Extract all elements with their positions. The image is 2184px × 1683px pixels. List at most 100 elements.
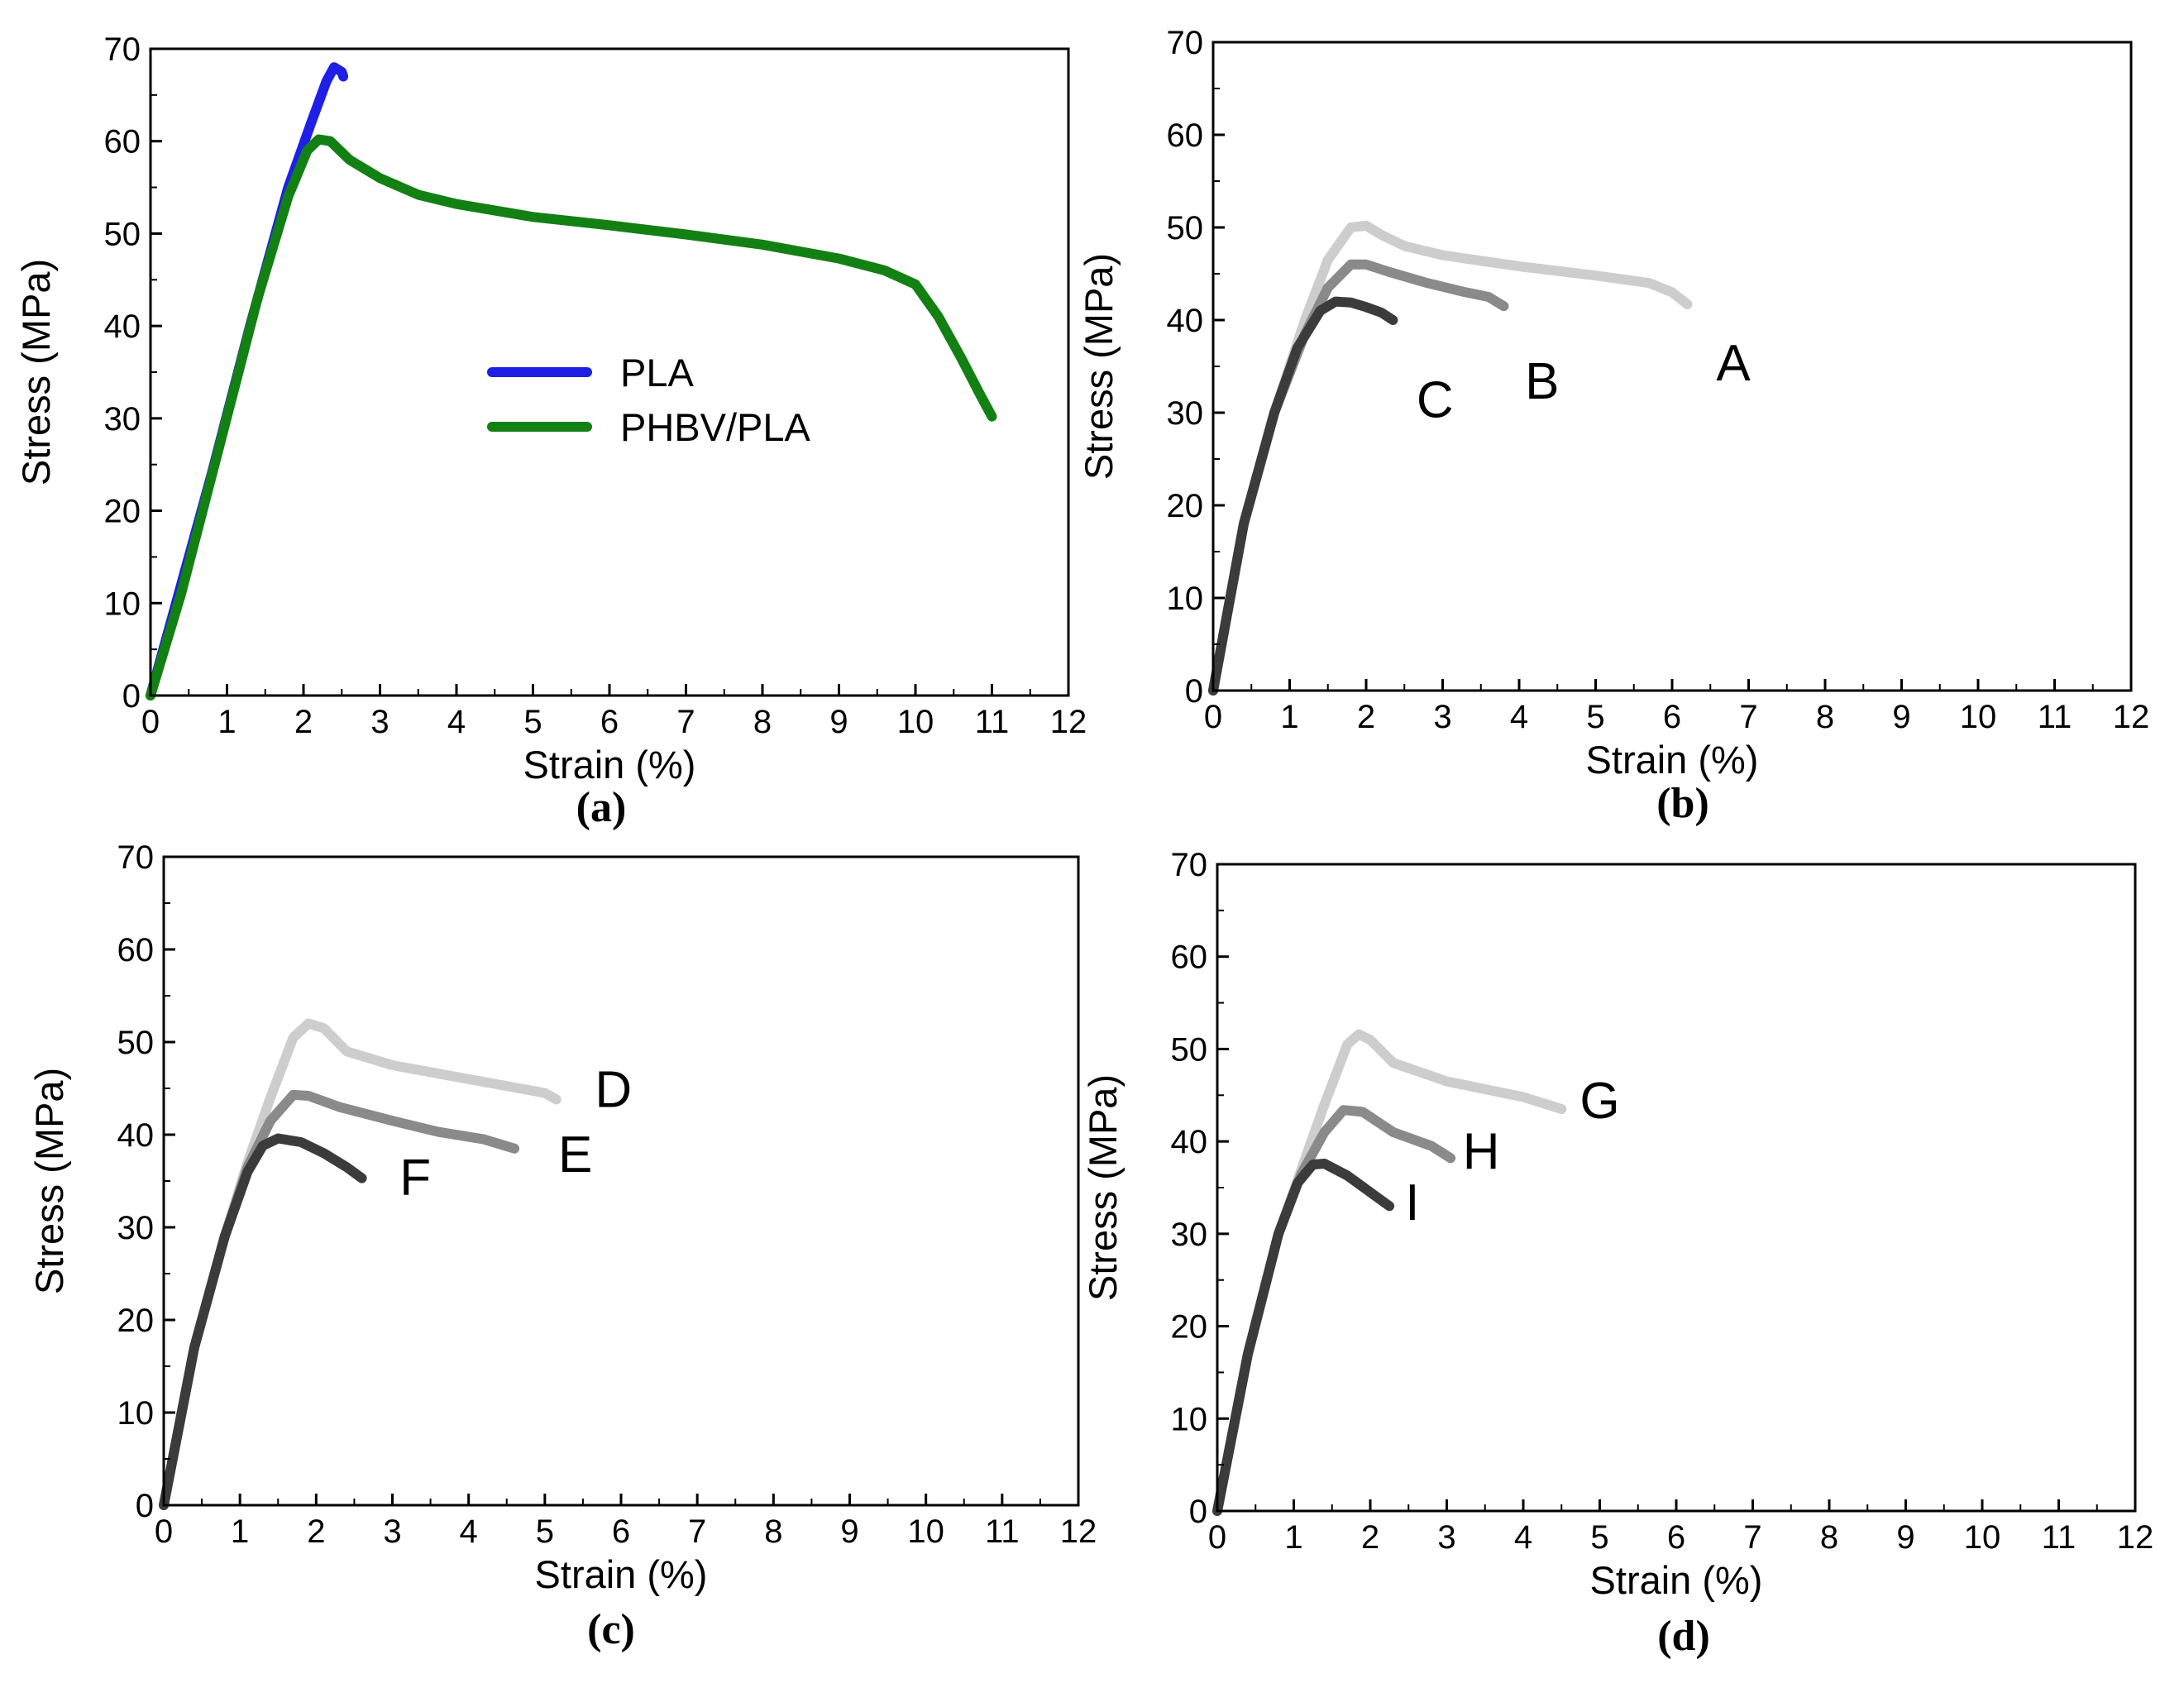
x-tick-label: 12 xyxy=(1050,704,1087,740)
legend-entry-pla: PLA xyxy=(620,351,694,394)
y-tick-label: 50 xyxy=(104,216,141,252)
x-tick-label: 1 xyxy=(231,1513,249,1550)
x-tick-label: 10 xyxy=(907,1513,944,1550)
curve-label-c: C xyxy=(1417,372,1454,429)
y-tick-label: 70 xyxy=(1167,25,1204,61)
x-tick-label: 7 xyxy=(688,1513,706,1550)
x-tick-label: 5 xyxy=(536,1513,554,1550)
y-tick-label: 50 xyxy=(1167,210,1204,246)
y-axis-label: Stress (MPa) xyxy=(1081,1074,1125,1301)
x-tick-label: 3 xyxy=(370,704,389,740)
y-tick-label: 60 xyxy=(1167,117,1204,154)
y-tick-label: 10 xyxy=(117,1395,155,1432)
y-tick-label: 20 xyxy=(104,494,141,530)
x-tick-label: 1 xyxy=(1284,1519,1302,1556)
x-tick-label: 9 xyxy=(829,704,848,740)
y-tick-label: 40 xyxy=(117,1117,155,1154)
x-tick-label: 1 xyxy=(1280,699,1298,735)
x-tick-label: 0 xyxy=(1208,1519,1226,1556)
x-tick-label: 4 xyxy=(460,1513,478,1550)
x-tick-label: 5 xyxy=(1586,699,1604,735)
y-tick-label: 40 xyxy=(1171,1124,1208,1160)
y-tick-label: 70 xyxy=(1171,847,1208,883)
y-tick-label: 60 xyxy=(104,124,141,160)
panel-caption: (a) xyxy=(576,784,627,831)
x-tick-label: 9 xyxy=(840,1513,858,1550)
series-line-e xyxy=(159,1089,519,1510)
x-tick-label: 3 xyxy=(1437,1519,1455,1556)
x-tick-label: 11 xyxy=(2038,699,2072,735)
panel-caption: (b) xyxy=(1656,780,1709,827)
y-tick-label: 30 xyxy=(1167,395,1204,432)
y-tick-label: 0 xyxy=(1189,1494,1207,1530)
x-tick-label: 5 xyxy=(1590,1519,1608,1556)
y-tick-label: 70 xyxy=(104,31,141,68)
legend-entry-phbv-pla: PHBV/PLA xyxy=(620,405,811,449)
x-tick-label: 7 xyxy=(1739,699,1757,735)
y-tick-label: 10 xyxy=(1167,581,1204,617)
x-tick-label: 9 xyxy=(1896,1519,1914,1556)
x-tick-label: 3 xyxy=(1433,699,1451,735)
x-tick-label: 5 xyxy=(523,704,542,740)
x-tick-label: 4 xyxy=(447,704,466,740)
x-axis-label: Strain (%) xyxy=(1590,1558,1763,1602)
x-tick-label: 8 xyxy=(764,1513,782,1550)
y-tick-label: 30 xyxy=(117,1210,155,1246)
x-tick-label: 11 xyxy=(975,704,1010,740)
curve-label-g: G xyxy=(1579,1073,1619,1130)
x-tick-label: 12 xyxy=(2117,1519,2154,1556)
series-line-c xyxy=(1208,296,1398,696)
y-axis-label: Stress (MPa) xyxy=(14,259,58,485)
series-line-d xyxy=(159,1018,562,1510)
y-tick-label: 40 xyxy=(104,308,141,345)
series-line-i xyxy=(1212,1159,1395,1516)
x-axis-label: Strain (%) xyxy=(1586,738,1759,782)
x-tick-label: 10 xyxy=(1960,699,1997,735)
curve-label-b: B xyxy=(1525,353,1559,410)
y-tick-label: 50 xyxy=(1171,1031,1208,1068)
legend: PLA PHBV/PLA xyxy=(487,351,811,449)
plot-frame xyxy=(1216,863,2137,1513)
curve-label-i: I xyxy=(1405,1174,1419,1231)
x-tick-label: 6 xyxy=(612,1513,630,1550)
x-tick-label: 11 xyxy=(985,1513,1020,1550)
x-tick-label: 12 xyxy=(1060,1513,1097,1550)
y-axis-label: Stress (MPa) xyxy=(1077,253,1121,480)
y-tick-label: 30 xyxy=(104,401,141,437)
y-tick-label: 0 xyxy=(136,1488,154,1524)
y-tick-label: 0 xyxy=(122,678,141,715)
x-tick-label: 4 xyxy=(1514,1519,1532,1556)
y-tick-label: 40 xyxy=(1167,303,1204,339)
x-tick-label: 2 xyxy=(294,704,313,740)
series-line-f xyxy=(159,1133,367,1510)
x-tick-label: 8 xyxy=(1816,699,1834,735)
y-tick-label: 70 xyxy=(117,839,155,876)
x-tick-label: 12 xyxy=(2113,699,2150,735)
y-tick-label: 10 xyxy=(1171,1401,1208,1437)
x-tick-label: 4 xyxy=(1510,699,1528,735)
x-tick-label: 8 xyxy=(753,704,772,740)
y-tick-label: 20 xyxy=(1171,1309,1208,1346)
x-tick-label: 8 xyxy=(1820,1519,1838,1556)
curve-label-e: E xyxy=(558,1126,592,1183)
x-tick-label: 0 xyxy=(141,704,160,740)
x-tick-label: 0 xyxy=(1204,699,1222,735)
x-tick-label: 7 xyxy=(676,704,695,740)
x-tick-label: 7 xyxy=(1743,1519,1761,1556)
y-tick-label: 50 xyxy=(117,1025,155,1061)
plot-frame xyxy=(1211,41,2133,692)
y-tick-label: 0 xyxy=(1185,673,1203,710)
curve-label-d: D xyxy=(595,1061,632,1118)
x-tick-label: 6 xyxy=(1663,699,1681,735)
y-tick-label: 60 xyxy=(117,932,155,968)
plot-frame xyxy=(149,47,1070,697)
curve-label-h: H xyxy=(1463,1124,1500,1181)
curve-label-f: F xyxy=(399,1150,431,1207)
x-tick-label: 2 xyxy=(307,1513,325,1550)
curve-label-a: A xyxy=(1716,335,1751,392)
panel-caption: (d) xyxy=(1657,1613,1710,1660)
